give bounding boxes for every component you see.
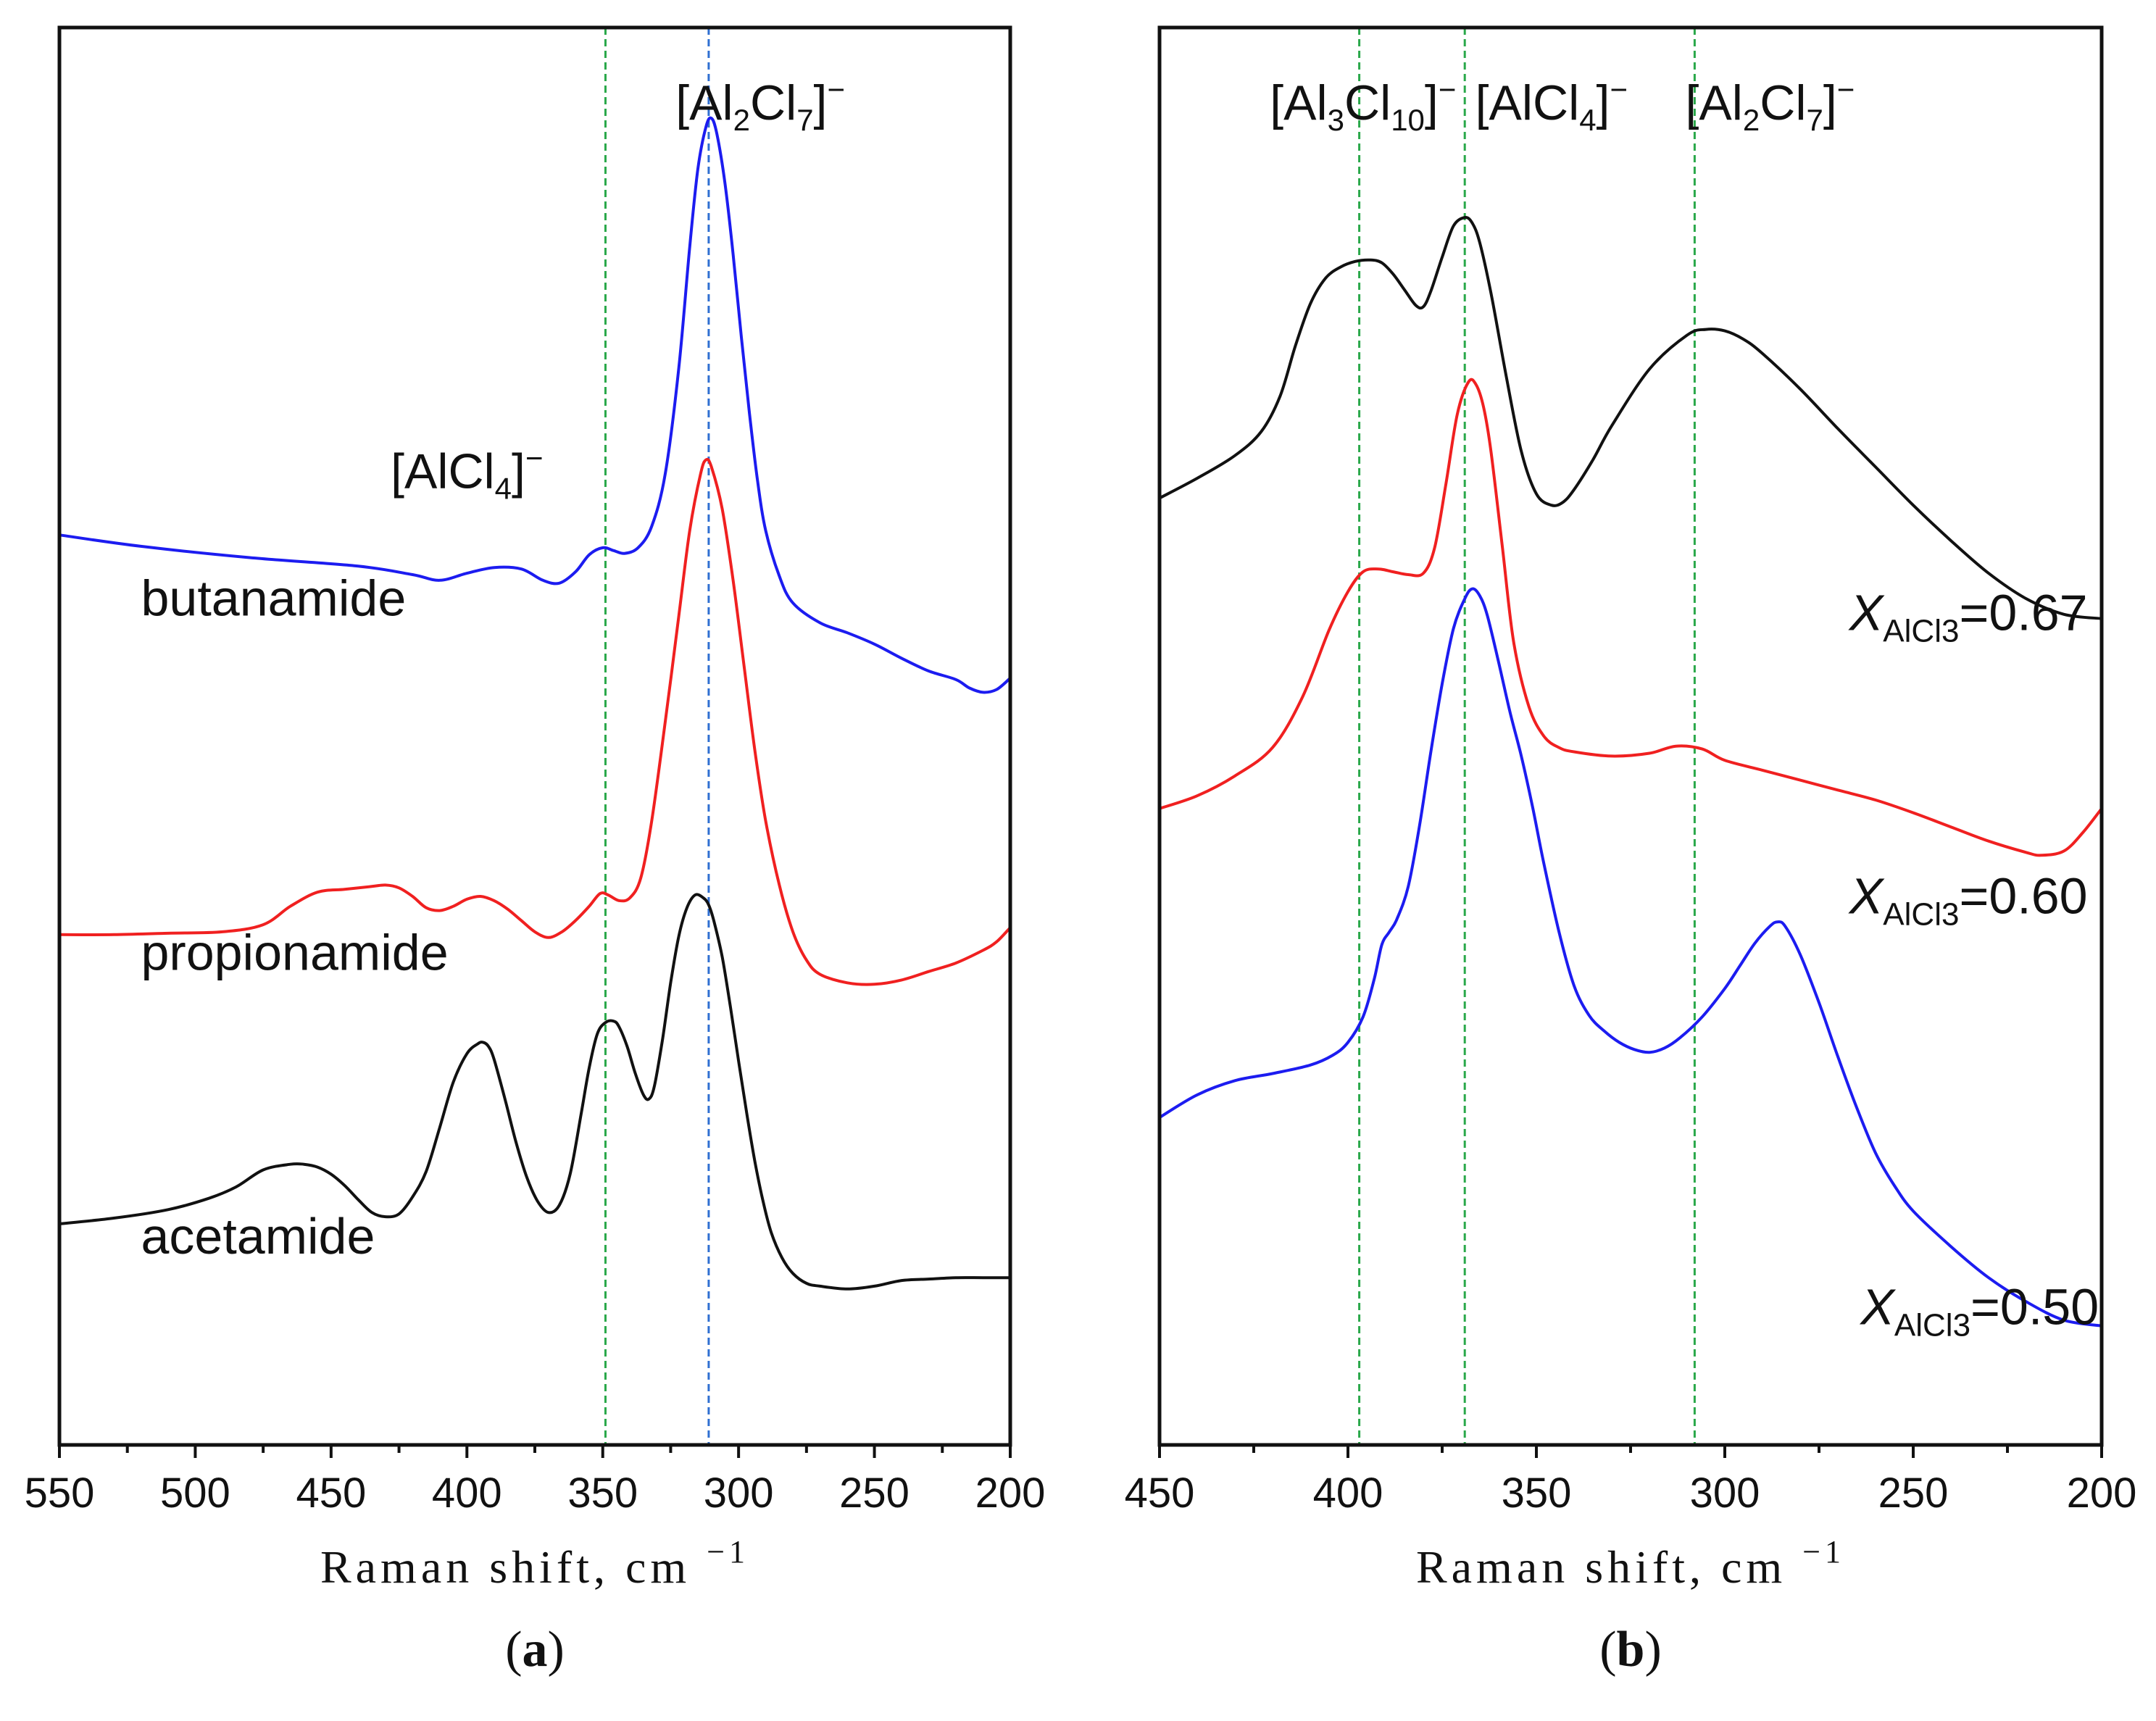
- panel-a-x-tick-labels: 550 500 450 400 350 300 250 200: [25, 1470, 1046, 1517]
- x-tick-label: 400: [432, 1470, 502, 1517]
- x-tick-label: 300: [704, 1470, 774, 1517]
- x-tick-label: 200: [975, 1470, 1046, 1517]
- panel-b-label: (b): [1599, 1622, 1662, 1678]
- panel-b-annotations: [Al3Cl10]− [AlCl4]− [Al2Cl7]−: [1270, 72, 1855, 137]
- panel-a: butanamide propionamide acetamide [AlCl4]−…: [25, 25, 1046, 1678]
- x-tick-label: 200: [2067, 1470, 2137, 1517]
- series-label-1: XAlCl3=0.67: [1848, 584, 2088, 649]
- panel-a-label: (a): [505, 1622, 565, 1678]
- panel-b-x-axis-label: Raman shift, cm −1: [1416, 1534, 1845, 1593]
- series-label-1: butanamide: [141, 570, 406, 627]
- x-tick-label: 250: [839, 1470, 910, 1517]
- annotation-al3cl10: [Al3Cl10]−: [1270, 72, 1456, 137]
- x-tick-label: 500: [160, 1470, 230, 1517]
- series-line-1: [59, 116, 1012, 694]
- panel-b-reference-lines: [1358, 28, 1696, 1445]
- panel-a-reference-lines: [604, 28, 710, 1445]
- panel-b-x-tick-labels: 450 400 350 300 250 200: [1125, 1470, 2137, 1517]
- panel-b-x-ticks: [1158, 1445, 2103, 1458]
- x-tick-label: 350: [1502, 1470, 1572, 1517]
- x-tick-label: 450: [296, 1470, 366, 1517]
- annotation-al2cl7: [Al2Cl7]−: [1686, 72, 1855, 137]
- annotation-alcl4: [AlCl4]−: [1476, 72, 1628, 137]
- annotation-al2cl7: [Al2Cl7]−: [675, 72, 845, 137]
- series-label-2: XAlCl3=0.60: [1848, 868, 2088, 933]
- panel-a-series-labels: butanamide propionamide acetamide: [141, 570, 448, 1264]
- panel-b-series: [1158, 216, 2103, 1328]
- x-tick-label: 300: [1690, 1470, 1760, 1517]
- x-tick-label: 550: [25, 1470, 95, 1517]
- series-line-2: [1159, 378, 2103, 857]
- panel-a-x-ticks: [58, 1445, 1012, 1458]
- series-line-2: [59, 457, 1012, 986]
- panel-a-x-axis-label: Raman shift, cm −1: [320, 1534, 749, 1593]
- annotation-alcl4: [AlCl4]−: [391, 441, 543, 506]
- x-tick-label: 250: [1878, 1470, 1949, 1517]
- x-tick-label: 350: [567, 1470, 638, 1517]
- panel-b-series-labels: XAlCl3=0.67 XAlCl3=0.60 XAlCl3=0.50: [1848, 584, 2099, 1343]
- series-line-3: [59, 893, 1010, 1291]
- series-label-3: acetamide: [141, 1208, 375, 1264]
- series-label-3: XAlCl3=0.50: [1859, 1279, 2099, 1343]
- x-tick-label: 450: [1125, 1470, 1195, 1517]
- series-line-3: [1158, 587, 2102, 1328]
- panel-a-annotations: [AlCl4]− [Al2Cl7]−: [391, 72, 845, 506]
- series-label-2: propionamide: [141, 925, 448, 981]
- panel-b-plot-frame: [1157, 25, 2104, 1447]
- x-tick-label: 400: [1313, 1470, 1383, 1517]
- series-line-1: [1159, 216, 2102, 620]
- panel-b: XAlCl3=0.67 XAlCl3=0.60 XAlCl3=0.50 [Al3Cl…: [1125, 25, 2137, 1678]
- panel-a-series: [59, 116, 1012, 1291]
